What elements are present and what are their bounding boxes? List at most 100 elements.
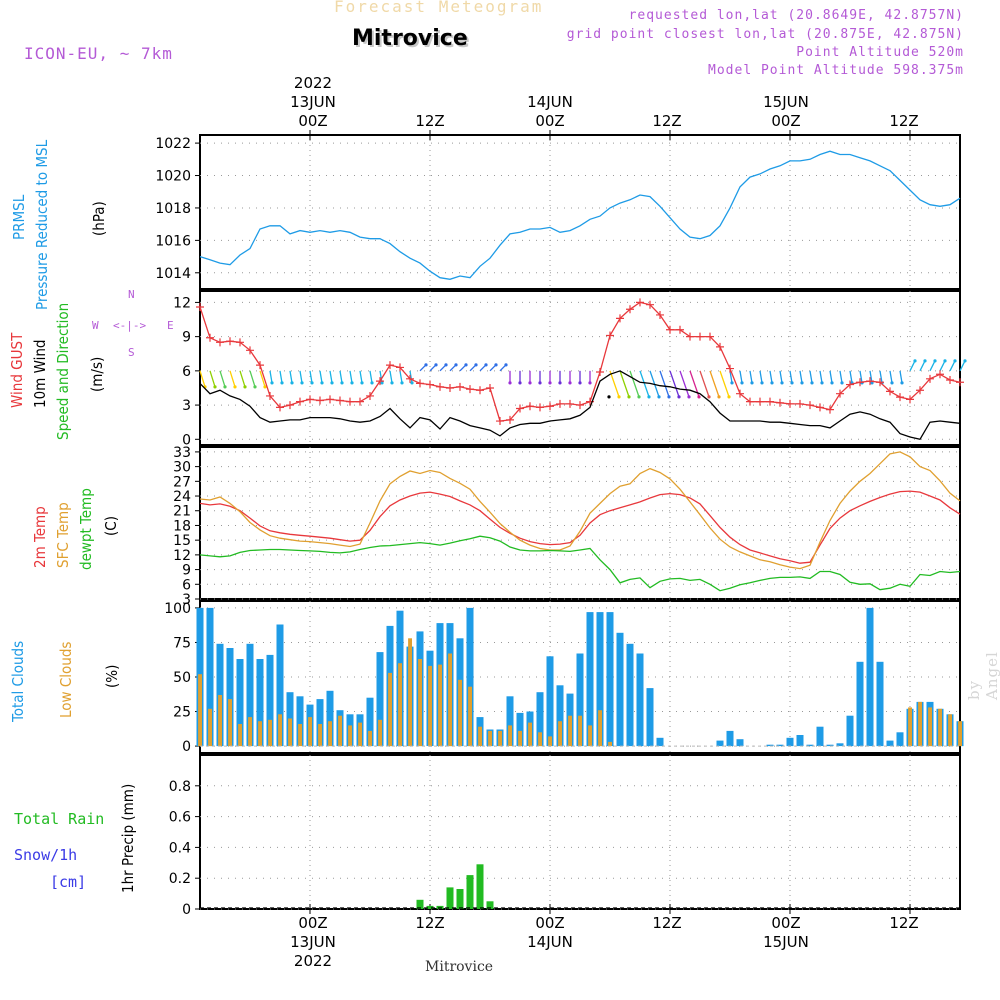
gust-marker xyxy=(646,300,654,309)
top-time-00z-14: 00Z xyxy=(535,112,565,130)
temperature-ytick-label: 30 xyxy=(173,460,191,476)
wind-ytick-label: 9 xyxy=(182,330,191,346)
wind-barb xyxy=(199,370,206,388)
wind-barb-head xyxy=(780,381,784,385)
wind-barb-head xyxy=(637,395,641,399)
panel-wind: 0 3 6 9 12 xyxy=(173,290,967,448)
wind-barb-head xyxy=(913,359,917,363)
wind-barb-head xyxy=(400,381,404,385)
pressure-ytick-label: 1014 xyxy=(155,266,191,282)
gust-marker xyxy=(746,397,754,406)
gust-marker xyxy=(436,382,444,391)
clouds-bar-total-clouds xyxy=(216,643,224,747)
gust-marker xyxy=(836,389,844,398)
gust-marker xyxy=(956,378,964,387)
snow-label: Snow/1h xyxy=(14,846,78,864)
wind-barb-head xyxy=(508,381,512,385)
clouds-bar-total-clouds xyxy=(646,688,654,747)
gust-marker xyxy=(706,332,714,341)
clouds-bar-total-clouds xyxy=(366,697,374,747)
clouds-bar-total-clouds xyxy=(776,744,784,747)
wind-barb-head xyxy=(558,381,562,385)
clouds-bar-total-clouds xyxy=(246,643,254,747)
clouds-bar-total-clouds xyxy=(866,607,874,747)
gust-marker xyxy=(596,367,604,376)
clouds-bar-total-clouds xyxy=(766,744,774,747)
gust-marker xyxy=(726,364,734,373)
wind-barb xyxy=(329,370,333,383)
gust-marker xyxy=(536,403,544,412)
wind-barb xyxy=(759,370,763,383)
clouds-bar-low-clouds xyxy=(268,719,272,747)
wind-barb xyxy=(929,360,936,372)
gust-marker xyxy=(376,377,384,386)
clouds-bar-total-clouds xyxy=(606,612,614,747)
bottom-year-label: 2022 xyxy=(293,952,333,970)
gust-marker xyxy=(636,298,644,307)
panel-clouds: 0 25 50 75 100 xyxy=(164,600,964,755)
pressure-series-prmsl xyxy=(199,150,961,280)
clouds-bar-total-clouds xyxy=(206,607,214,747)
clouds-bar-low-clouds xyxy=(478,726,482,746)
precipitation-frame xyxy=(199,754,961,910)
pressure-ytick-label: 1022 xyxy=(155,136,191,152)
gust-marker xyxy=(486,383,494,392)
wind-barb-head xyxy=(707,395,711,399)
gust-marker xyxy=(226,337,234,346)
wind-barb xyxy=(829,370,833,383)
clouds-bar-total-clouds xyxy=(796,735,804,747)
clouds-bar-low-clouds xyxy=(358,722,362,747)
clouds-bar-low-clouds xyxy=(528,722,532,747)
wind-barb-head xyxy=(717,395,721,399)
wind-barb xyxy=(719,370,730,398)
clouds-bar-low-clouds xyxy=(328,721,332,747)
clouds-bar-low-clouds xyxy=(608,741,612,746)
gust-marker xyxy=(846,380,854,389)
clouds-bar-total-clouds xyxy=(846,715,854,747)
clouds-bar-total-clouds xyxy=(886,740,894,747)
wind-barb xyxy=(209,370,216,388)
temperature-ytick-label: 6 xyxy=(182,577,191,593)
gust-marker xyxy=(336,396,344,405)
wind-barb-head xyxy=(518,381,522,385)
precipitation-ytick-label: 0 xyxy=(182,902,191,918)
clouds-bar-total-clouds xyxy=(896,732,904,747)
gust-marker xyxy=(446,383,454,392)
wind-barb-head xyxy=(464,363,468,367)
clouds-bar-total-clouds xyxy=(276,624,284,747)
clouds-bar-low-clouds xyxy=(208,708,212,747)
gust-marker xyxy=(276,403,284,412)
clouds-bar-total-clouds xyxy=(826,744,834,747)
clouds-ytick-label: 100 xyxy=(164,601,191,617)
clouds-bar-total-clouds xyxy=(636,653,644,747)
clouds-ytick-label: 25 xyxy=(173,705,191,721)
gust-marker xyxy=(826,405,834,414)
precipitation-bar-total-rain xyxy=(476,864,484,909)
clouds-bar-low-clouds xyxy=(588,725,592,747)
gust-marker xyxy=(896,393,904,402)
gust-marker xyxy=(866,377,874,386)
clouds-bar-total-clouds xyxy=(786,737,794,747)
clouds-bar-total-clouds xyxy=(596,612,604,747)
wind-barb-head xyxy=(370,381,374,385)
pressure-ytick-label: 1016 xyxy=(155,233,191,249)
top-year-label: 2022 xyxy=(293,74,333,92)
wind-barb xyxy=(600,371,609,397)
clouds-ytick-label: 0 xyxy=(182,739,191,755)
wind-barb xyxy=(939,360,946,372)
gust-marker xyxy=(546,402,554,411)
bottom-date-14jun: 14JUN xyxy=(527,933,573,951)
gust-marker xyxy=(566,399,574,408)
gust-marker xyxy=(416,379,424,388)
clouds-bar-low-clouds xyxy=(538,732,542,747)
clouds-bar-low-clouds xyxy=(318,724,322,747)
wind-barb xyxy=(949,360,956,372)
clouds-bar-low-clouds xyxy=(928,707,932,747)
footer-station-name: Mitrovice xyxy=(425,959,494,975)
clouds-bar-low-clouds xyxy=(508,725,512,747)
clouds-bar-total-clouds xyxy=(546,656,554,747)
gust-marker xyxy=(556,399,564,408)
wind-barb xyxy=(619,370,630,398)
gust-marker xyxy=(926,374,934,383)
